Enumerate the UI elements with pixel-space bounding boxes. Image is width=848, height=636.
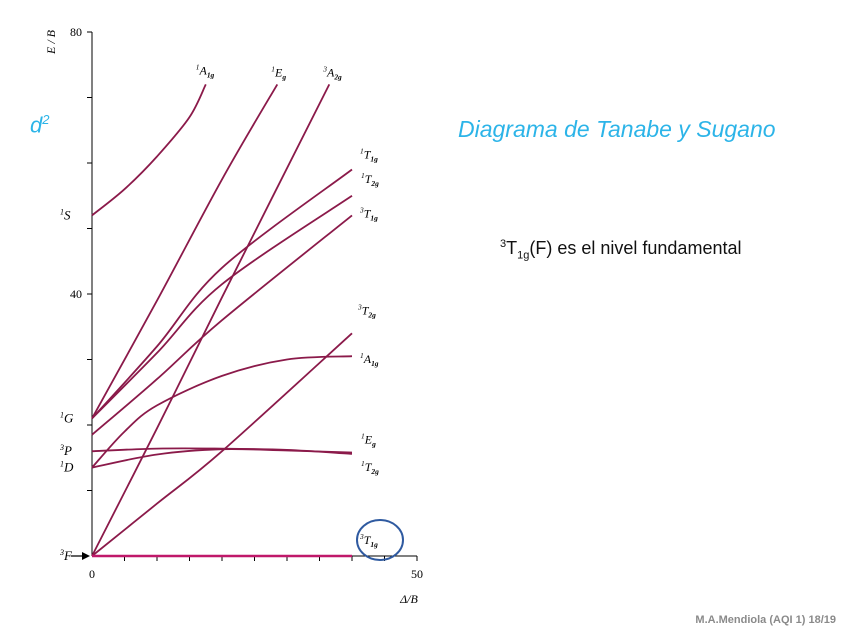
curve-3T1g [91,214,353,436]
state-label-3T1g: 3T1g [359,205,378,222]
state-label-1A1g: 1A1g [196,62,215,79]
curve-3A2g [91,83,331,557]
curve-1T2g [91,447,353,455]
free-ion-term-label: 3F [59,548,73,563]
state-label-1Eg: 1Eg [361,432,376,449]
state-label-3A2g: 3A2g [322,64,342,81]
ground-state-highlight-circle [356,519,404,561]
energy-curves [91,83,353,558]
x-tick-label: 50 [411,567,423,581]
free-ion-term-label: 1G [60,410,74,425]
arrow-head [82,552,90,560]
footer-credit: M.A.Mendiola (AQI 1) 18/19 [695,614,836,626]
curve-1A1g [91,83,207,217]
y-tick-label: 40 [70,287,82,301]
curve-1Eg [91,83,279,419]
state-label-1T2g: 1T2g [361,459,379,476]
y-tick-label: 80 [70,25,82,39]
state-label-3T1g: 3T1g [359,532,378,549]
state-label-3T2g: 3T2g [357,302,376,319]
x-tick-label: 0 [89,567,95,581]
y-axis-title: E / B [44,29,58,55]
state-label-1Eg: 1Eg [271,64,286,81]
curve-1T2g [91,195,353,420]
ground-state-note: 3T1g(F) es el nivel fundamental [500,238,742,262]
x-axis-title: Δ/B [399,592,418,606]
d-configuration-label: d2 [30,112,50,138]
free-ion-term-label: 3P [59,443,72,458]
state-label-1T2g: 1T2g [361,171,379,188]
curve-1T1g [91,168,353,420]
slide-title: Diagrama de Tanabe y Sugano [458,116,776,142]
free-ion-term-label: 1S [60,207,71,222]
curve-3T2g [91,332,353,557]
free-ion-term-labels: 1S 1G 3P 1D 3F [59,207,90,563]
state-label-1A1g: 1A1g [360,351,379,368]
state-label-1T1g: 1T1g [360,147,378,164]
curve-1A1g [91,355,353,469]
free-ion-term-label: 1D [60,460,74,475]
state-labels: 1A1g 1Eg 3A2g 1T1g 1T2g 3T1g 3T2g 1A1g 1Eg 1T2g 3T… [196,62,404,561]
